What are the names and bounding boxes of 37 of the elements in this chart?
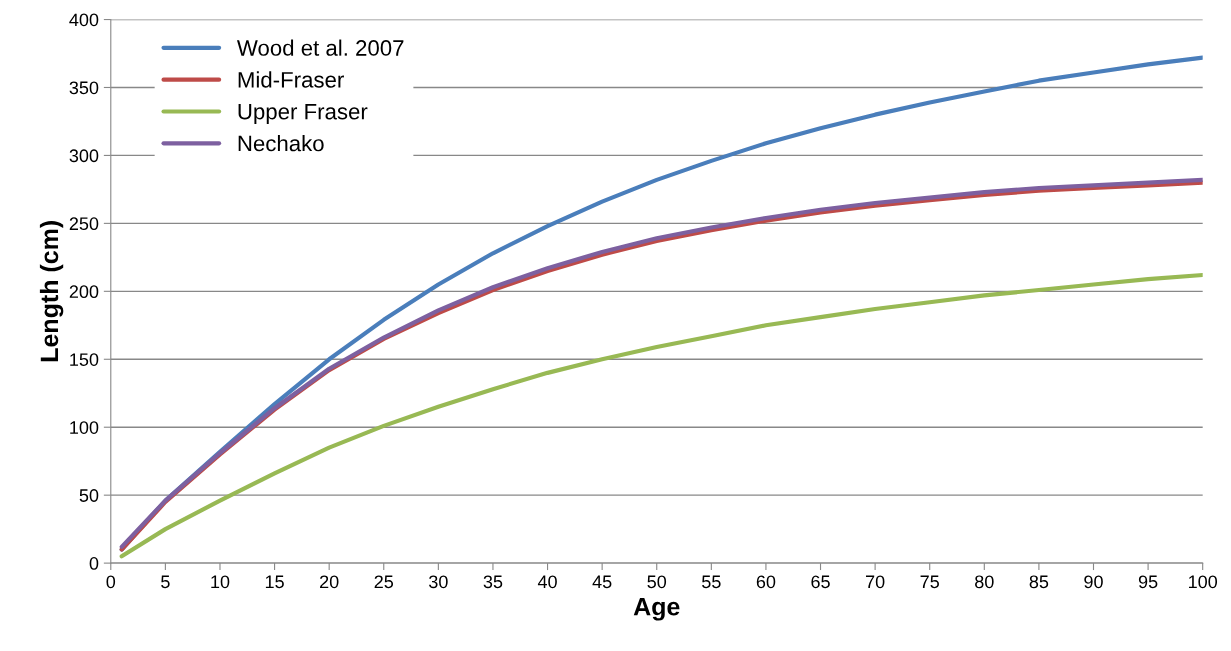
x-tick-label: 40 bbox=[537, 575, 557, 589]
y-tick-label: 150 bbox=[70, 353, 99, 366]
x-tick-label: 30 bbox=[429, 575, 448, 589]
x-tick-label: 15 bbox=[265, 575, 284, 589]
legend-label: Wood et al. 2007 bbox=[236, 39, 404, 56]
x-tick-label: 10 bbox=[211, 575, 230, 589]
x-tick-label: 20 bbox=[320, 575, 339, 589]
x-tick-label: 5 bbox=[161, 575, 170, 589]
legend-label: Nechako bbox=[238, 135, 324, 152]
x-tick-label: 80 bbox=[975, 575, 994, 589]
y-tick-label: 300 bbox=[69, 149, 99, 163]
x-tick-label: 60 bbox=[756, 575, 776, 589]
x-tick-label: 70 bbox=[866, 575, 885, 589]
x-tick-label: 35 bbox=[483, 575, 503, 589]
y-tick-label: 250 bbox=[69, 217, 99, 231]
y-tick-label: 400 bbox=[69, 13, 99, 27]
x-tick-label: 75 bbox=[920, 575, 939, 589]
x-tick-label: 65 bbox=[811, 575, 830, 589]
x-tick-label: 95 bbox=[1138, 575, 1158, 589]
x-tick-label: 85 bbox=[1029, 575, 1049, 589]
legend-label: Upper Fraser bbox=[238, 104, 368, 124]
line-series bbox=[119, 272, 1203, 559]
x-tick-label: 100 bbox=[1189, 575, 1218, 589]
y-tick-label: 350 bbox=[69, 81, 99, 95]
y-tick-label: 50 bbox=[79, 489, 99, 502]
y-axis-title: Length (cm) bbox=[39, 221, 64, 362]
x-axis-title: Age bbox=[633, 598, 680, 621]
x-tick-label: 45 bbox=[592, 575, 612, 589]
x-tick-label: 90 bbox=[1084, 575, 1103, 589]
y-tick-label: 100 bbox=[70, 421, 99, 434]
y-tick-label: 0 bbox=[89, 557, 99, 570]
legend-label: Mid-Fraser bbox=[238, 71, 344, 88]
x-tick-label: 50 bbox=[647, 575, 667, 589]
x-tick-label: 55 bbox=[702, 575, 721, 589]
y-tick-label: 200 bbox=[69, 285, 99, 299]
x-tick-label: 0 bbox=[106, 575, 116, 589]
x-tick-label: 25 bbox=[374, 575, 394, 589]
